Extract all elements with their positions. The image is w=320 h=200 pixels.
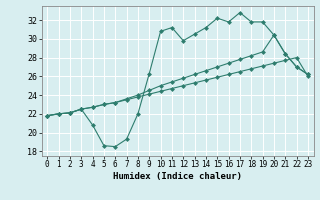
X-axis label: Humidex (Indice chaleur): Humidex (Indice chaleur) (113, 172, 242, 181)
